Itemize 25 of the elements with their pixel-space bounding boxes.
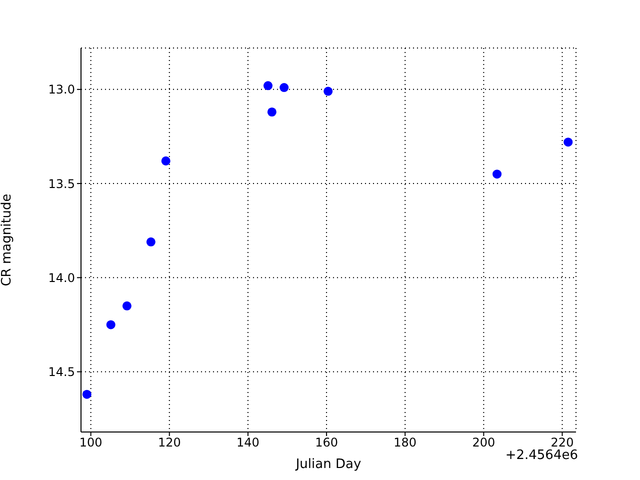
point	[564, 138, 573, 147]
point	[146, 237, 156, 246]
point	[122, 301, 132, 310]
y-axis-title: CR magnitude	[0, 194, 15, 286]
y-tick-label: 13.0	[48, 82, 75, 97]
x-tick-label: 180	[394, 436, 417, 450]
point	[82, 390, 92, 399]
point	[324, 86, 333, 96]
point	[161, 156, 170, 166]
x-tick-label: 140	[236, 436, 260, 450]
point	[263, 81, 273, 90]
y-tick-label: 14.5	[48, 365, 75, 380]
x-tick-label: 100	[79, 436, 102, 450]
point	[106, 320, 116, 330]
x-axis-title: Julian Day	[294, 457, 362, 472]
x-tick-label: 160	[315, 436, 338, 450]
y-tick-label: 13.5	[48, 176, 75, 191]
x-tick-label: 120	[158, 436, 181, 450]
point	[267, 107, 276, 117]
y-tick-label: 14.0	[48, 270, 75, 285]
point	[492, 170, 502, 179]
point	[280, 83, 289, 92]
text: +2.4564e6	[505, 448, 578, 463]
x-tick-label: 220	[550, 436, 574, 450]
x-tick-label: 200	[472, 436, 496, 450]
